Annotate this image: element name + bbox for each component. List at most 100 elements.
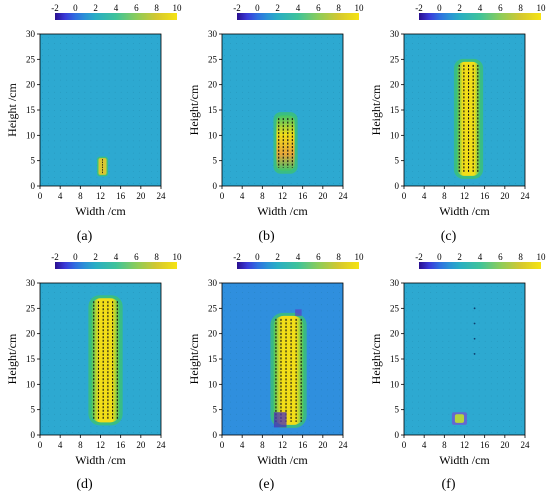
vector-dot (254, 128, 256, 130)
vector-dot (484, 183, 486, 184)
vector-dot (418, 164, 419, 166)
vector-dot (484, 110, 486, 111)
vector-field (42, 37, 158, 184)
vector-dot (333, 67, 334, 69)
vector-dot (78, 419, 80, 421)
vector-dot (442, 316, 444, 318)
vector-dot (320, 79, 322, 81)
vector-dot (157, 61, 158, 63)
vector-dot (60, 73, 62, 75)
vector-dot (327, 340, 328, 342)
vector-dot (290, 286, 292, 287)
vector-dot (126, 91, 128, 93)
vector-dot (60, 407, 62, 409)
vector-dot (515, 346, 516, 348)
vector-dot (442, 67, 444, 69)
vector-dot (84, 383, 86, 385)
vector-dot (502, 37, 504, 38)
vector-dot (478, 334, 480, 336)
vector-dot (236, 407, 237, 409)
vector-dot (254, 55, 256, 57)
vector-dot (84, 170, 86, 172)
vector-dot (302, 49, 304, 51)
vector-dot (60, 316, 62, 318)
vector-dot (248, 134, 250, 136)
vector-dot (490, 128, 492, 130)
vector-dot (302, 304, 304, 306)
vector-dot (90, 292, 92, 293)
vector-dot (272, 104, 274, 105)
vector-dot (54, 419, 55, 421)
vector-dot (157, 286, 158, 287)
vector-dot (114, 43, 116, 44)
panel-label: (f) (442, 477, 456, 492)
vector-dot (126, 334, 128, 336)
vector-dot (248, 286, 250, 287)
vector-dot (490, 377, 492, 379)
vector-dot (145, 43, 146, 44)
vector-dot (406, 432, 407, 433)
vector-dot (151, 310, 152, 312)
vector-dot (327, 140, 328, 142)
vector-dot (327, 383, 328, 385)
vector-dot (224, 61, 225, 63)
vector-dot (145, 79, 146, 81)
vector-dot (151, 407, 152, 409)
vector-dot (278, 43, 280, 44)
vector-dot (308, 389, 310, 391)
vector-dot (472, 413, 474, 415)
vector-dot (418, 183, 419, 184)
vector-dot (490, 413, 492, 415)
vector-dot (230, 37, 231, 38)
vector-dot (126, 426, 128, 427)
vector-dot (102, 292, 104, 293)
vector-dot (138, 49, 140, 51)
vector-dot (509, 383, 510, 385)
vector-dot (66, 395, 68, 397)
vector-dot (412, 140, 413, 142)
vector-dot (272, 298, 274, 300)
vector-dot (333, 322, 334, 324)
vector-dot (120, 152, 122, 154)
vector-dot (242, 371, 244, 373)
vector-dot (78, 286, 80, 287)
vector-dot (308, 292, 310, 293)
vector-dot (406, 85, 407, 87)
vector-dot (460, 353, 462, 354)
vector-dot (442, 91, 444, 93)
vector-dot (60, 413, 62, 415)
vector-dot (424, 426, 426, 427)
vector-dot (320, 183, 322, 184)
vector-dot (406, 170, 407, 172)
vector-dot (308, 286, 310, 287)
vector-dot (42, 383, 43, 385)
vector-dot (48, 389, 49, 391)
vector-dot (151, 134, 152, 136)
vector-dot (120, 110, 122, 111)
vector-dot (126, 389, 128, 391)
vector-dot (478, 419, 480, 421)
vector-dot (430, 346, 432, 348)
vector-dot (490, 170, 492, 172)
vector-dot (484, 37, 486, 38)
vector-dot (242, 43, 244, 44)
vector-dot (138, 73, 140, 75)
vector-dot (333, 140, 334, 142)
vector-dot (230, 401, 231, 403)
vector-dot (72, 353, 74, 354)
vector-dot (132, 128, 134, 130)
vector-dot (515, 183, 516, 184)
vector-dot (138, 55, 140, 57)
vector-dot (236, 395, 237, 397)
vector-dot (72, 316, 74, 318)
vector-dot (502, 85, 504, 87)
vector-dot (509, 292, 510, 293)
vector-dot (333, 340, 334, 342)
vector-dot (138, 85, 140, 87)
vector-dot (412, 292, 413, 293)
vector-dot (126, 401, 128, 403)
vector-dot (314, 377, 316, 379)
vector-dot (96, 116, 98, 117)
vector-dot (454, 55, 456, 57)
vector-dot (96, 110, 98, 111)
